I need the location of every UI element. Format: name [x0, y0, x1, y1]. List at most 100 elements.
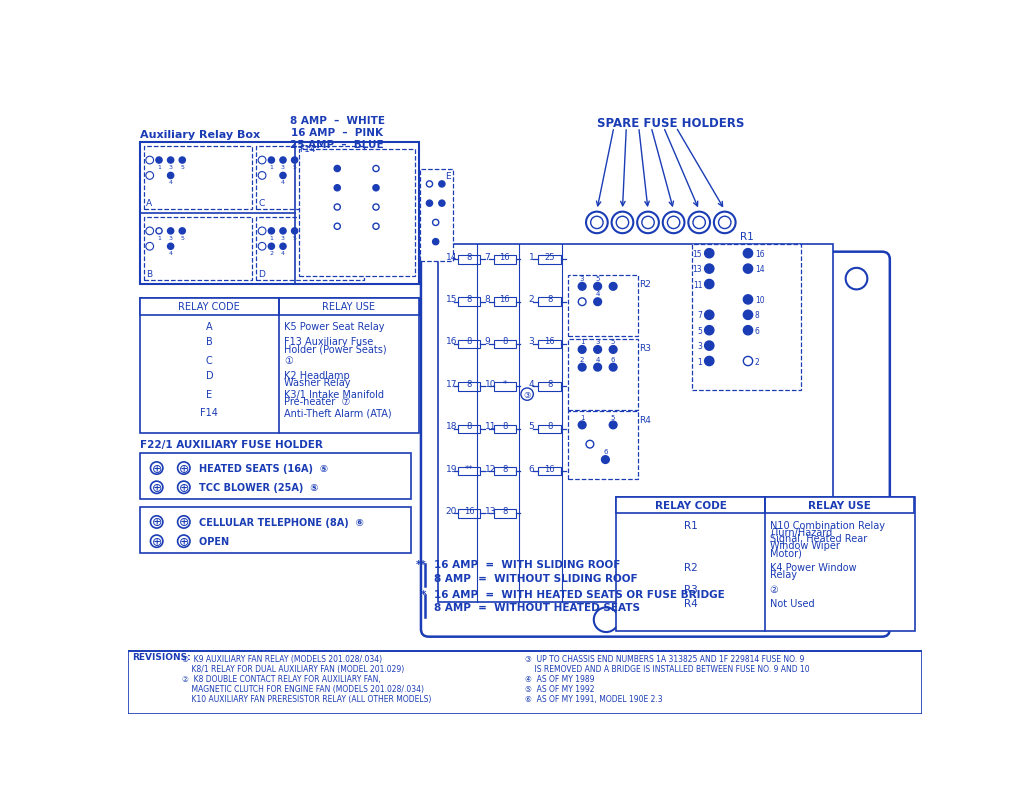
Text: 8: 8 [755, 311, 760, 320]
Text: 1: 1 [580, 414, 585, 420]
Text: F14: F14 [299, 144, 315, 154]
Text: 25: 25 [545, 253, 555, 261]
Text: REVISIONS:: REVISIONS: [132, 652, 190, 661]
Text: 16 AMP  –  PINK: 16 AMP – PINK [291, 128, 383, 138]
Circle shape [258, 228, 266, 236]
Circle shape [145, 228, 154, 236]
Bar [299, 150, 415, 277]
Bar [280, 298, 419, 315]
Circle shape [594, 364, 601, 371]
Bar [139, 143, 419, 285]
Text: 13: 13 [692, 265, 702, 273]
Text: 9: 9 [484, 337, 490, 346]
Bar [128, 650, 922, 714]
Text: 12: 12 [484, 464, 496, 473]
Circle shape [373, 224, 379, 230]
Text: *: * [421, 589, 426, 599]
Circle shape [663, 213, 684, 234]
Text: ⊕: ⊕ [178, 462, 189, 475]
Text: Signal, Heated Rear: Signal, Heated Rear [770, 534, 867, 544]
Bar [494, 425, 515, 433]
Bar [458, 425, 480, 433]
Bar [458, 298, 480, 306]
Text: 5: 5 [180, 164, 184, 170]
Circle shape [258, 157, 266, 164]
Circle shape [268, 244, 274, 250]
Circle shape [586, 441, 594, 448]
Circle shape [594, 283, 601, 291]
Circle shape [705, 357, 714, 367]
Text: RELAY CODE: RELAY CODE [178, 302, 241, 312]
Bar [568, 339, 638, 410]
Circle shape [616, 217, 629, 229]
Circle shape [156, 158, 162, 164]
Text: ⊕: ⊕ [152, 462, 162, 475]
Bar [494, 298, 515, 306]
Text: 17: 17 [445, 379, 458, 388]
Circle shape [609, 422, 617, 429]
Text: Washer Relay: Washer Relay [284, 378, 350, 387]
Text: Window Wiper: Window Wiper [770, 541, 840, 551]
Circle shape [179, 158, 185, 164]
Circle shape [373, 205, 379, 211]
Text: 18: 18 [445, 422, 458, 431]
Circle shape [743, 311, 753, 320]
Text: 5: 5 [293, 236, 297, 241]
Bar [143, 218, 252, 281]
Text: TCC BLOWER (25A)  ⑤: TCC BLOWER (25A) ⑤ [200, 483, 318, 492]
Text: RELAY USE: RELAY USE [323, 302, 376, 312]
Circle shape [292, 229, 298, 235]
Circle shape [432, 239, 438, 245]
Text: ②: ② [770, 584, 778, 593]
Text: E: E [444, 172, 451, 180]
Circle shape [609, 364, 617, 371]
Text: F14: F14 [201, 407, 218, 418]
Text: 4: 4 [169, 180, 173, 185]
Circle shape [258, 243, 266, 251]
Text: A: A [206, 322, 213, 331]
Circle shape [151, 462, 163, 475]
Bar [616, 497, 765, 514]
Text: 2: 2 [269, 251, 273, 256]
Text: Auxiliary Relay Box: Auxiliary Relay Box [139, 130, 260, 140]
Text: 8: 8 [502, 506, 507, 515]
Circle shape [438, 181, 445, 188]
Text: ③  UP TO CHASSIS END NUMBERS 1A 313825 AND 1F 229814 FUSE NO. 9: ③ UP TO CHASSIS END NUMBERS 1A 313825 AN… [524, 654, 804, 662]
Text: 5: 5 [697, 326, 702, 335]
Circle shape [280, 158, 286, 164]
Text: 3: 3 [697, 342, 702, 350]
Text: R2: R2 [640, 279, 651, 288]
Text: 8: 8 [466, 379, 472, 388]
Text: 11: 11 [693, 280, 702, 290]
Text: 11: 11 [484, 422, 496, 431]
Text: ⊕: ⊕ [152, 516, 162, 529]
Circle shape [591, 217, 603, 229]
Bar [568, 411, 638, 480]
Bar [256, 218, 365, 281]
Text: 16: 16 [500, 295, 510, 304]
Bar [538, 468, 561, 476]
Text: 8: 8 [547, 295, 552, 304]
Circle shape [594, 346, 601, 354]
Circle shape [705, 311, 714, 320]
Text: 8: 8 [547, 422, 552, 431]
Text: ③: ③ [523, 390, 530, 399]
Text: 16 AMP  =  WITH HEATED SEATS OR FUSE BRIDGE: 16 AMP = WITH HEATED SEATS OR FUSE BRIDG… [434, 589, 725, 599]
Circle shape [334, 166, 340, 172]
Text: 2: 2 [528, 295, 535, 304]
Text: B: B [145, 269, 152, 278]
Text: 8: 8 [502, 422, 507, 431]
Bar [494, 509, 515, 518]
Text: 8 AMP  –  WHITE: 8 AMP – WHITE [290, 115, 385, 125]
Bar [420, 169, 453, 261]
Text: 1: 1 [528, 253, 535, 261]
Circle shape [705, 249, 714, 258]
Text: 19: 19 [445, 464, 458, 473]
Circle shape [145, 243, 154, 251]
Bar [458, 509, 480, 518]
Text: Not Used: Not Used [770, 598, 814, 609]
Circle shape [334, 224, 340, 230]
Text: Anti-Theft Alarm (ATA): Anti-Theft Alarm (ATA) [284, 407, 391, 418]
Text: Motor): Motor) [770, 548, 802, 557]
Text: K3/1 Intake Manifold: K3/1 Intake Manifold [284, 389, 384, 399]
